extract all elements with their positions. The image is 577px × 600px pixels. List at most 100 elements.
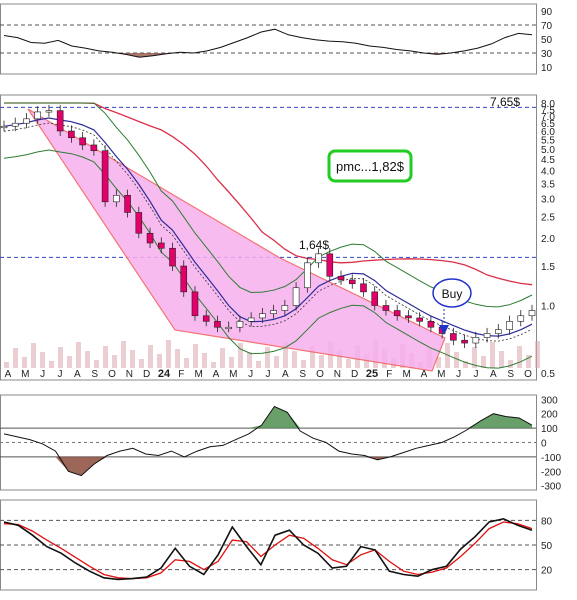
date-tick-label: J [58, 369, 63, 380]
volume-bar [292, 351, 297, 368]
osc-tick-label: 0 [541, 439, 547, 450]
price-tick-label: 4.5 [541, 155, 555, 166]
price-tick-label: 3.5 [541, 180, 555, 191]
candle [450, 333, 457, 341]
date-tick-label: M [21, 369, 29, 380]
pmc-box [327, 149, 413, 183]
volume-bar [454, 352, 459, 368]
volume-bar [490, 342, 495, 368]
date-tick-label: A [421, 369, 428, 380]
date-tick-label: A [490, 369, 497, 380]
volume-bar [157, 354, 162, 368]
osc-tick-label: 200 [541, 410, 558, 421]
volume-bar [49, 361, 54, 368]
stoch-tick-label: 50 [541, 541, 553, 552]
volume-bar [436, 357, 441, 368]
price-tick-label: 2.0 [541, 234, 555, 245]
volume-bar [274, 356, 279, 368]
volume-bar [103, 346, 108, 368]
candle [348, 279, 356, 285]
rsi-line [3, 28, 533, 58]
date-tick-label: N [334, 369, 341, 380]
volume-bar [301, 360, 306, 368]
rsi-tick-label: 50 [541, 35, 553, 46]
volume-bar [175, 349, 180, 368]
price-tick-label: 0.5 [541, 369, 555, 380]
date-tick-label: S [299, 369, 306, 380]
candle [225, 326, 232, 330]
osc-tick-label: 100 [541, 424, 558, 435]
buy-label: Buy [442, 287, 463, 301]
candle [461, 339, 468, 344]
candle [427, 321, 435, 328]
osc-tick-label: -100 [541, 453, 561, 464]
candle [191, 291, 199, 317]
falling-wedge [27, 108, 446, 372]
candle [472, 337, 480, 344]
rsi-oversold-fill [4, 53, 532, 58]
volume-bar [139, 359, 144, 368]
candle [146, 232, 154, 244]
volume-bar [31, 343, 36, 368]
date-tick-label: F [178, 369, 184, 380]
price-frame [0, 94, 537, 381]
volume-bar [76, 342, 81, 368]
price-tick-label: 2.5 [541, 212, 555, 223]
price-tick-label: 1.0 [541, 302, 555, 313]
rsi-frame [0, 3, 537, 75]
candle [180, 265, 188, 293]
volume-bar [220, 348, 225, 368]
volume-bar [4, 362, 9, 368]
price-tick-label: 6.5 [541, 119, 555, 130]
date-tick-label: M [402, 369, 410, 380]
price-tick-label: 4.0 [541, 167, 555, 178]
date-tick-label: N [126, 369, 133, 380]
volume-bar [256, 361, 261, 368]
stoch-tick-label: 80 [541, 516, 553, 527]
volume-bar [184, 358, 189, 368]
volume-bar [310, 346, 315, 368]
candle [506, 321, 513, 330]
candle [405, 315, 412, 319]
candle [326, 253, 334, 277]
price-panel: 8.07.57.06.56.05.55.04.54.0 3.5 3.0 2.5 2.0 1… [0, 94, 555, 381]
candle [214, 321, 221, 328]
volume-bar [166, 340, 171, 368]
volume-bar [193, 344, 198, 368]
date-tick-label: D [351, 369, 358, 380]
price-tick-label: 7.0 [541, 112, 555, 123]
price-tick-label: 6.0 [541, 127, 555, 138]
price-tick-label: 7.5 [541, 105, 555, 116]
volume-bar [283, 342, 288, 368]
date-tick-label: M [194, 369, 202, 380]
candle [68, 130, 75, 139]
candle [393, 310, 401, 317]
date-tick-label: O [316, 369, 324, 380]
rsi-tick-label: 70 [541, 21, 553, 32]
date-tick-label: F [386, 369, 392, 380]
price-tick-label: 3.0 [541, 195, 555, 206]
bollinger-lower [3, 149, 533, 369]
candle [315, 253, 322, 264]
candle [101, 150, 109, 203]
volume-bar [85, 351, 90, 368]
volume-bar [319, 355, 324, 368]
date-tick-label: O [108, 369, 116, 380]
candle [157, 242, 165, 249]
volume-bar [202, 353, 207, 368]
volume-bar [463, 361, 468, 368]
candle [11, 122, 19, 127]
date-tick-label: D [143, 369, 150, 380]
volume-bar [211, 362, 216, 368]
candle [90, 144, 98, 152]
rsi-tick-label: 90 [541, 7, 553, 18]
date-tick-label: J [40, 369, 45, 380]
volume-bar [526, 355, 531, 368]
candle [304, 262, 311, 289]
osc-positive-fill [4, 406, 532, 429]
pmc-callout: pmc...1,82$ [327, 149, 413, 183]
volume-bar [229, 357, 234, 368]
date-tick-label: J [456, 369, 461, 380]
price-tick-label: 8.0 [541, 99, 555, 110]
candle [124, 195, 131, 213]
